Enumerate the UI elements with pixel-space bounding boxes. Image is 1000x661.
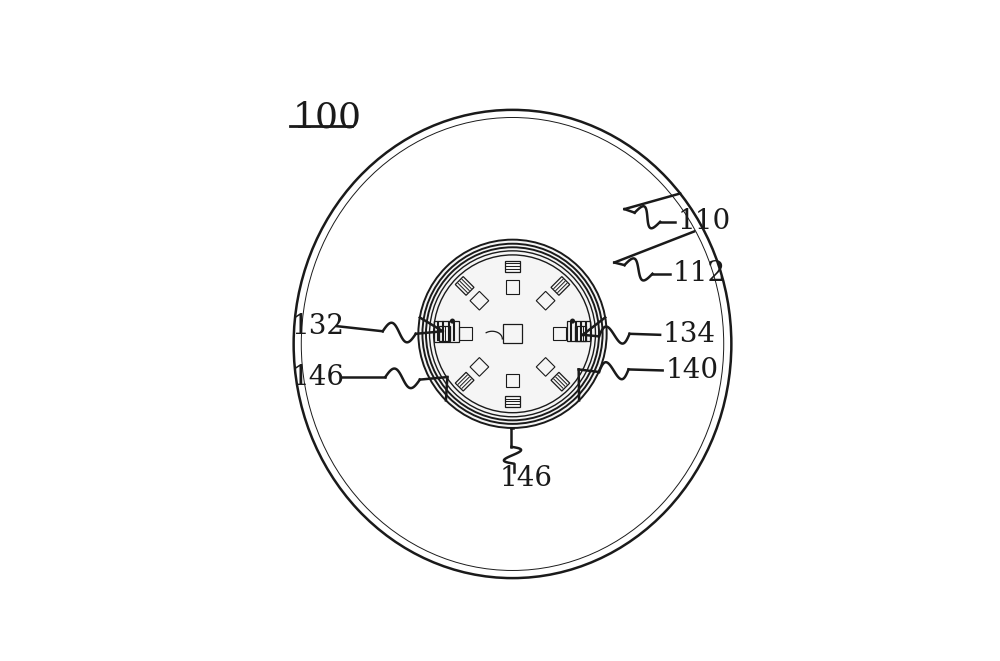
Text: 112: 112 xyxy=(673,260,726,288)
Text: 146: 146 xyxy=(291,364,344,391)
Text: 134: 134 xyxy=(663,321,716,348)
Text: 100: 100 xyxy=(293,100,362,134)
Text: 110: 110 xyxy=(678,208,731,235)
Circle shape xyxy=(418,240,607,428)
Circle shape xyxy=(570,319,575,324)
Circle shape xyxy=(450,319,455,324)
Text: 132: 132 xyxy=(291,313,344,340)
Text: 146: 146 xyxy=(500,465,553,492)
Text: 140: 140 xyxy=(665,357,718,384)
